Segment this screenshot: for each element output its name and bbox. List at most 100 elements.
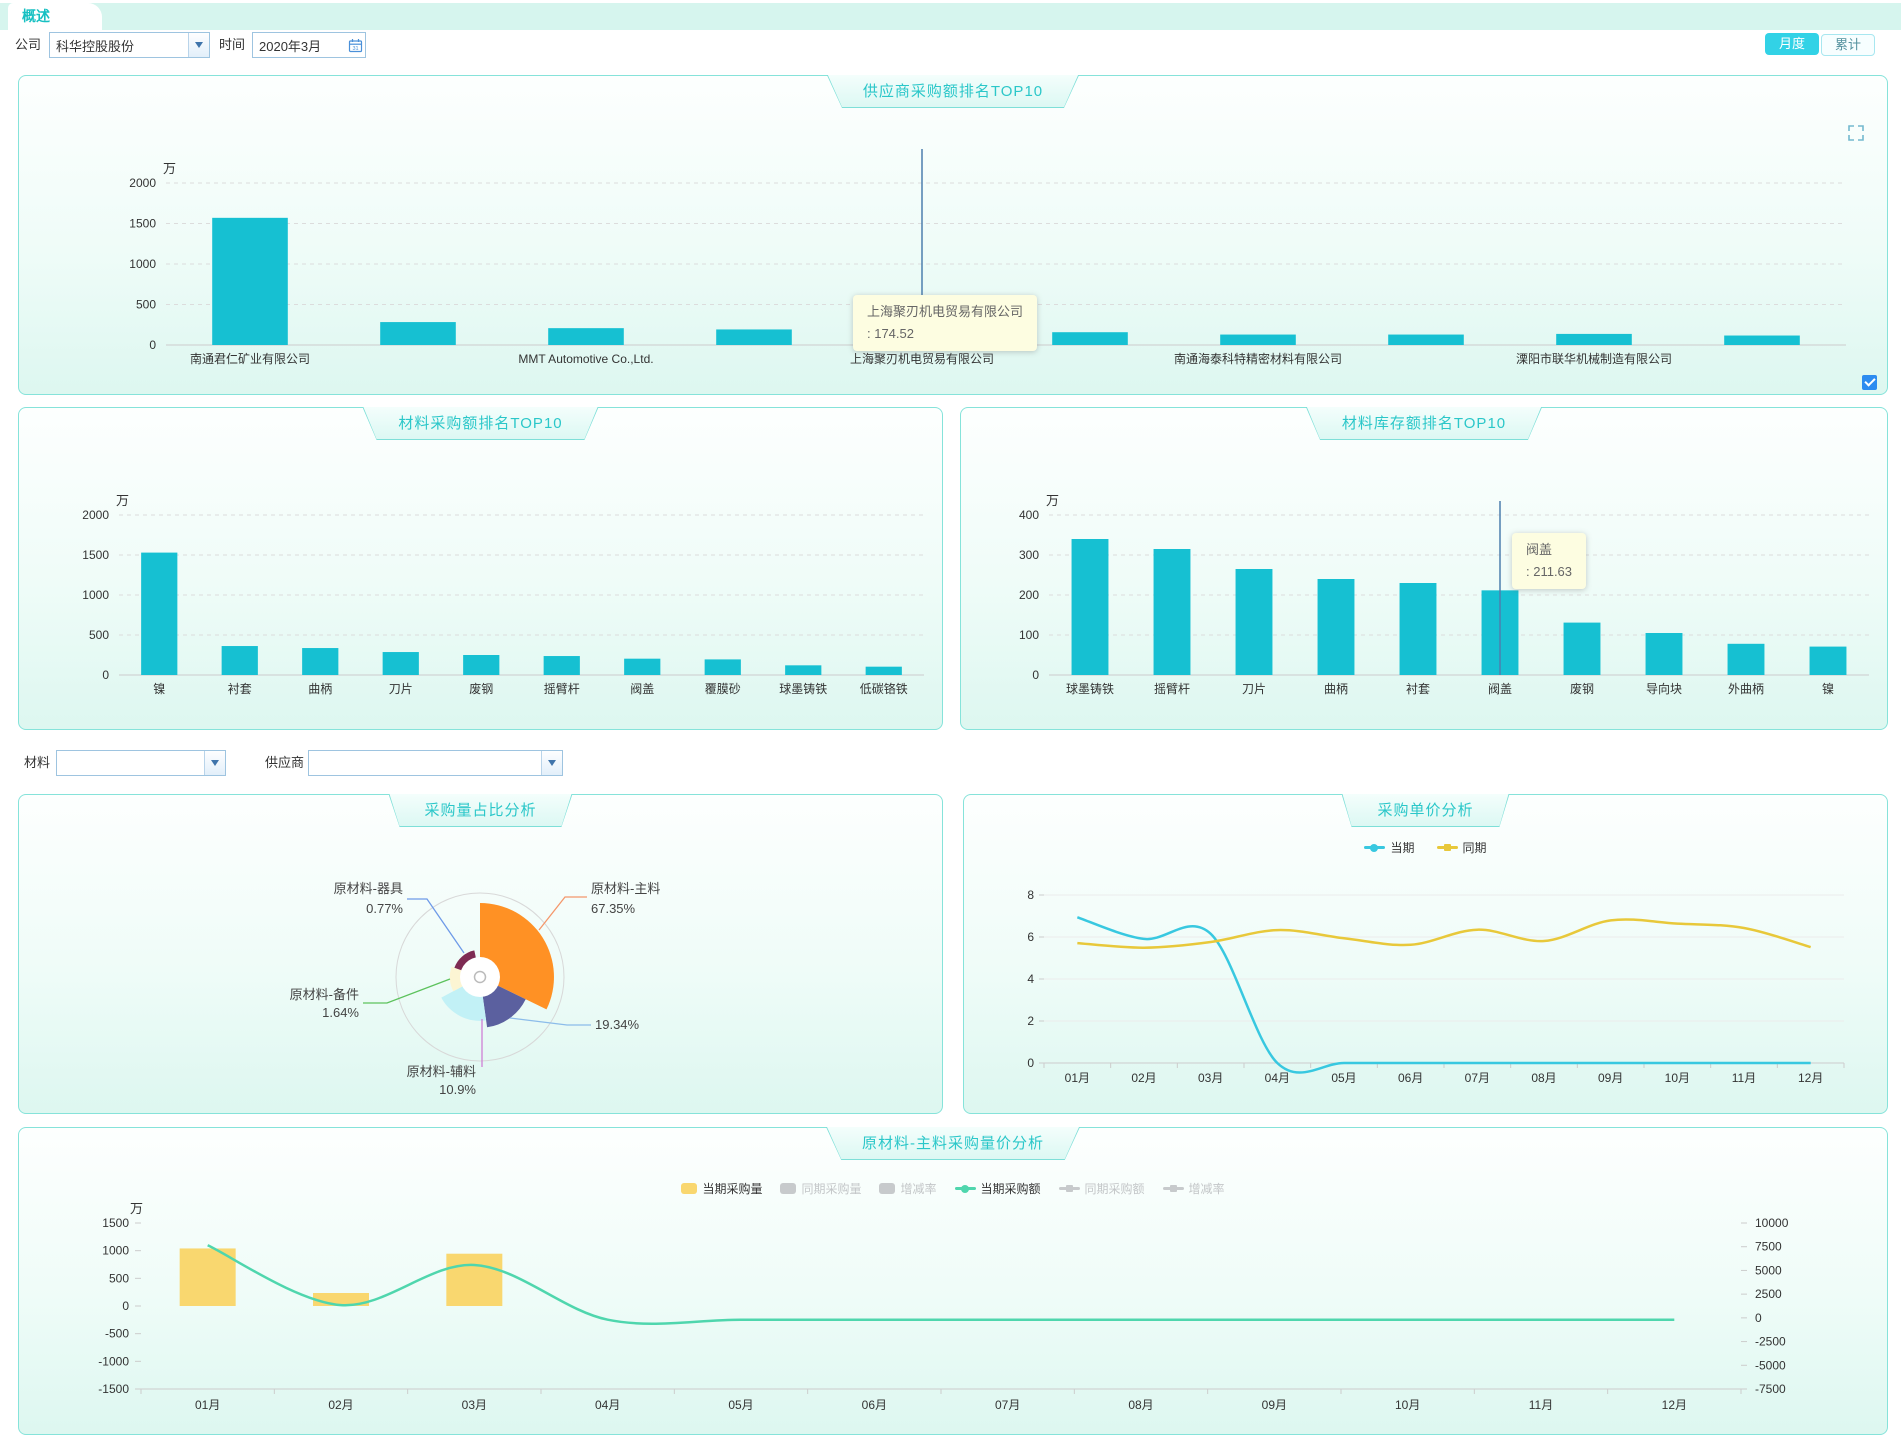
svg-text:废钢: 废钢 — [469, 681, 493, 696]
legend-item-4[interactable]: 同期采购额 — [1058, 1180, 1145, 1197]
legend-item-2[interactable]: 增减率 — [879, 1180, 937, 1197]
qty-price-panel: 原材料-主料采购量价分析 当期采购量 同期采购量 增减率 当期采购额 同期采购额 增减率 … — [18, 1127, 1888, 1435]
legend-item-previous[interactable]: 同期 — [1436, 839, 1487, 856]
supplier-select[interactable] — [308, 750, 563, 776]
svg-text:09月: 09月 — [1598, 1071, 1623, 1085]
svg-text:31: 31 — [352, 46, 358, 52]
svg-text:1500: 1500 — [82, 548, 109, 562]
svg-text:06月: 06月 — [1398, 1071, 1423, 1085]
svg-text:8: 8 — [1027, 888, 1034, 902]
svg-text:0: 0 — [149, 338, 156, 352]
legend-label: 当期采购额 — [980, 1182, 1041, 1196]
panel-checkbox[interactable] — [1862, 375, 1877, 390]
svg-text:2500: 2500 — [1755, 1287, 1782, 1301]
qty-price-title: 原材料-主料采购量价分析 — [826, 1127, 1080, 1159]
svg-text:低碳铬铁: 低碳铬铁 — [860, 681, 908, 696]
svg-text:500: 500 — [136, 298, 156, 312]
svg-text:万: 万 — [1046, 493, 1059, 508]
unit-price-panel: 采购单价分析 当期 同期 0 2 4 6 8 01月 02月 03月 04月 05月 06月 07月 08… — [963, 794, 1888, 1114]
svg-text:曲柄: 曲柄 — [308, 682, 332, 696]
svg-text:阀盖: 阀盖 — [1488, 682, 1512, 696]
legend-item-1[interactable]: 同期采购量 — [780, 1180, 861, 1197]
svg-text:万: 万 — [116, 493, 129, 508]
svg-text:08月: 08月 — [1531, 1071, 1556, 1085]
svg-text:5000: 5000 — [1755, 1263, 1782, 1277]
svg-text:MMT Automotive Co.,Ltd.: MMT Automotive Co.,Ltd. — [518, 352, 653, 366]
legend-label: 当期 — [1390, 841, 1415, 855]
supplier-chart-tooltip: 上海聚刃机电贸易有限公司 : 174.52 — [853, 295, 1038, 352]
svg-text:0.77%: 0.77% — [366, 901, 403, 916]
svg-text:7500: 7500 — [1755, 1240, 1782, 1254]
tooltip-title: 阀盖 — [1526, 542, 1553, 557]
material-inventory-title: 材料库存额排名TOP10 — [1306, 407, 1542, 439]
svg-text:球墨铸铁: 球墨铸铁 — [1066, 681, 1114, 696]
svg-text:2000: 2000 — [129, 176, 156, 190]
supplier-chart-title-badge: 供应商采购额排名TOP10 — [826, 75, 1080, 108]
supplier-select-arrow[interactable] — [541, 751, 562, 775]
legend-label: 同期采购量 — [801, 1182, 862, 1196]
svg-text:11月: 11月 — [1732, 1071, 1756, 1085]
unit-price-title-badge: 采购单价分析 — [1341, 794, 1510, 827]
qty-share-rose-chart[interactable]: 原材料-主料 67.35% 19.34% 原材料-辅料 10.9% 原材料-备件 1.64%… — [19, 795, 942, 1113]
monthly-button[interactable]: 月度 — [1765, 33, 1819, 55]
bar-swatch-icon — [780, 1183, 797, 1194]
calendar-icon[interactable]: 31 — [345, 38, 365, 53]
material-purchase-title-badge: 材料采购额排名TOP10 — [362, 407, 599, 440]
material-select[interactable] — [56, 750, 226, 776]
svg-text:原材料-主料: 原材料-主料 — [591, 881, 660, 896]
svg-text:10.9%: 10.9% — [439, 1082, 476, 1097]
unit-price-line-chart[interactable]: 0 2 4 6 8 01月 02月 03月 04月 05月 06月 07月 08月 09月 10月 11月 12… — [964, 795, 1887, 1113]
company-select[interactable]: 科华控股股份 — [49, 32, 210, 58]
tab-bar: 概述 — [0, 3, 1901, 30]
svg-text:10月: 10月 — [1665, 1071, 1690, 1085]
svg-text:1000: 1000 — [129, 257, 156, 271]
legend-item-3[interactable]: 当期采购额 — [954, 1180, 1041, 1197]
expand-icon[interactable] — [1847, 124, 1865, 147]
square-marker-icon — [1436, 844, 1458, 851]
chevron-down-icon — [548, 760, 556, 766]
svg-text:200: 200 — [1019, 588, 1039, 602]
svg-text:摇臂杆: 摇臂杆 — [544, 682, 580, 696]
svg-text:2: 2 — [1027, 1014, 1034, 1028]
qty-share-title-badge: 采购量占比分析 — [388, 794, 573, 827]
time-input[interactable]: 2020年3月 31 — [252, 32, 366, 58]
qty-price-combo-chart[interactable]: 150010005000-500-1000-150010000750050002… — [19, 1128, 1887, 1434]
svg-text:01月: 01月 — [195, 1398, 220, 1412]
svg-text:1000: 1000 — [82, 588, 109, 602]
svg-text:03月: 03月 — [462, 1398, 487, 1412]
svg-text:阀盖: 阀盖 — [630, 682, 654, 696]
svg-text:12月: 12月 — [1798, 1071, 1823, 1085]
material-inventory-bar-chart[interactable]: 0100200300400万球墨铸铁 摇臂杆 刀片 曲柄 衬套 阀盖 废钢 导向块 外曲柄镍 — [961, 408, 1887, 729]
legend-label: 同期 — [1462, 841, 1487, 855]
material-select-arrow[interactable] — [204, 751, 225, 775]
material-purchase-bar-chart[interactable]: 0 500 1000 1500 2000 万镍 衬套 曲柄 刀片 废钢 摇臂杆 阀盖 覆膜砂 球墨铸铁 低碳… — [19, 408, 942, 729]
circle-marker-icon — [1364, 843, 1386, 852]
svg-text:67.35%: 67.35% — [591, 901, 636, 916]
material-filter-label: 材料 — [24, 755, 51, 770]
supplier-chart-title: 供应商采购额排名TOP10 — [827, 75, 1079, 107]
svg-text:万: 万 — [130, 1201, 143, 1216]
company-select-value: 科华控股股份 — [56, 38, 135, 54]
cumulative-button[interactable]: 累计 — [1821, 34, 1875, 56]
qty-share-panel: 采购量占比分析 原材料-主料 67.35% 19.34% 原材料-辅料 10.9% 原材料… — [18, 794, 943, 1114]
svg-text:08月: 08月 — [1128, 1398, 1153, 1412]
tab-overview[interactable]: 概述 — [8, 3, 102, 30]
tooltip-value: : 174.52 — [867, 326, 914, 342]
company-select-arrow[interactable] — [188, 33, 209, 57]
legend-item-0[interactable]: 当期采购量 — [681, 1180, 762, 1197]
svg-text:04月: 04月 — [595, 1398, 620, 1412]
svg-text:300: 300 — [1019, 548, 1039, 562]
material-inventory-panel: 材料库存额排名TOP10 0 100 200 300 400 万球墨铸铁 摇臂杆 刀片 曲柄 衬套… — [960, 407, 1888, 730]
legend-item-5[interactable]: 增减率 — [1162, 1180, 1225, 1197]
legend-label: 增减率 — [900, 1182, 937, 1196]
svg-text:-7500: -7500 — [1755, 1382, 1786, 1396]
material-purchase-title: 材料采购额排名TOP10 — [362, 407, 598, 439]
svg-text:南通海泰科特精密材料有限公司: 南通海泰科特精密材料有限公司 — [1174, 351, 1342, 366]
bar-swatch-icon — [879, 1183, 896, 1194]
svg-text:原材料-备件: 原材料-备件 — [290, 987, 359, 1002]
svg-text:上海聚刃机电贸易有限公司: 上海聚刃机电贸易有限公司 — [850, 351, 994, 366]
legend-item-current[interactable]: 当期 — [1364, 839, 1415, 856]
svg-text:球墨铸铁: 球墨铸铁 — [779, 681, 827, 696]
tooltip-value: : 211.63 — [1526, 564, 1573, 580]
